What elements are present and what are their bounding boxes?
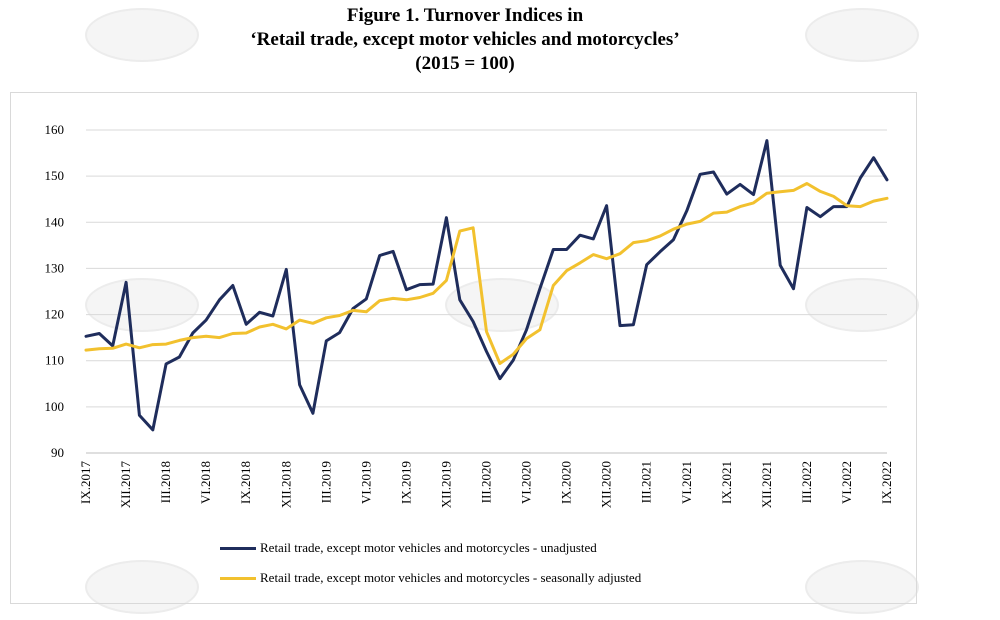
watermark-logo — [85, 278, 199, 332]
y-axis-ticks: 90 100 110 120 130 140 150 160 — [45, 122, 65, 460]
x-tick-label: XII.2020 — [599, 461, 614, 508]
legend-label-unadjusted: Retail trade, except motor vehicles and … — [260, 540, 597, 555]
chart-title-line-1: Figure 1. Turnover Indices in — [346, 5, 584, 26]
x-tick-label: VI.2022 — [839, 461, 854, 504]
series-line-unadjusted — [84, 139, 889, 432]
x-tick-label: III.2019 — [318, 461, 333, 503]
x-tick-label: XII.2018 — [278, 461, 293, 508]
chart-title: Figure 1. Turnover Indices in ‘Retail tr… — [0, 4, 930, 76]
x-tick-label: III.2018 — [158, 461, 173, 503]
legend-item-unadjusted: Retail trade, except motor vehicles and … — [220, 540, 900, 556]
x-axis-ticks: IX.2017 XII.2017 III.2018 VI.2018 IX.2018 XII… — [78, 461, 894, 509]
y-tick-label: 120 — [45, 307, 65, 322]
legend-swatch-unadjusted — [220, 546, 256, 550]
x-tick-label: VI.2020 — [519, 461, 534, 504]
watermark-logo — [805, 278, 919, 332]
gridlines — [86, 129, 887, 408]
watermark-logo — [805, 8, 919, 62]
x-tick-label: IX.2019 — [398, 461, 413, 504]
y-tick-label: 160 — [45, 122, 65, 137]
legend-swatch-seasonally-adjusted — [220, 576, 256, 580]
watermark-logo — [85, 8, 199, 62]
chart-title-line-2: ‘Retail trade, except motor vehicles and… — [250, 29, 680, 50]
x-tick-label: IX.2022 — [879, 461, 894, 504]
y-tick-label: 90 — [51, 445, 64, 460]
x-tick-label: VI.2021 — [679, 461, 694, 504]
x-tick-label: IX.2021 — [719, 461, 734, 504]
x-tick-label: VI.2018 — [198, 461, 213, 504]
y-tick-label: 130 — [45, 260, 65, 275]
x-tick-label: III.2020 — [479, 461, 494, 503]
y-tick-label: 110 — [45, 353, 64, 368]
x-tick-label: III.2022 — [799, 461, 814, 503]
x-tick-label: XII.2017 — [118, 461, 133, 509]
x-tick-label: IX.2018 — [238, 461, 253, 504]
chart-title-line-3: (2015 = 100) — [415, 53, 515, 74]
x-tick-label: IX.2020 — [559, 461, 574, 504]
watermark-logo — [85, 560, 199, 614]
x-tick-label: IX.2017 — [78, 461, 93, 504]
chart-frame — [10, 92, 917, 604]
series-line-seasonally-adjusted — [84, 182, 889, 365]
legend-item-seasonally-adjusted: Retail trade, except motor vehicles and … — [220, 570, 900, 586]
y-tick-label: 140 — [45, 214, 65, 229]
y-tick-label: 150 — [45, 168, 65, 183]
x-tick-label: VI.2019 — [358, 461, 373, 504]
series-lines — [84, 139, 889, 432]
legend-label-seasonally-adjusted: Retail trade, except motor vehicles and … — [260, 570, 642, 585]
x-tick-label: XII.2021 — [759, 461, 774, 508]
x-tick-label: XII.2019 — [438, 461, 453, 508]
watermark-logo — [805, 560, 919, 614]
x-tick-label: III.2021 — [639, 461, 654, 503]
y-tick-label: 100 — [45, 399, 65, 414]
